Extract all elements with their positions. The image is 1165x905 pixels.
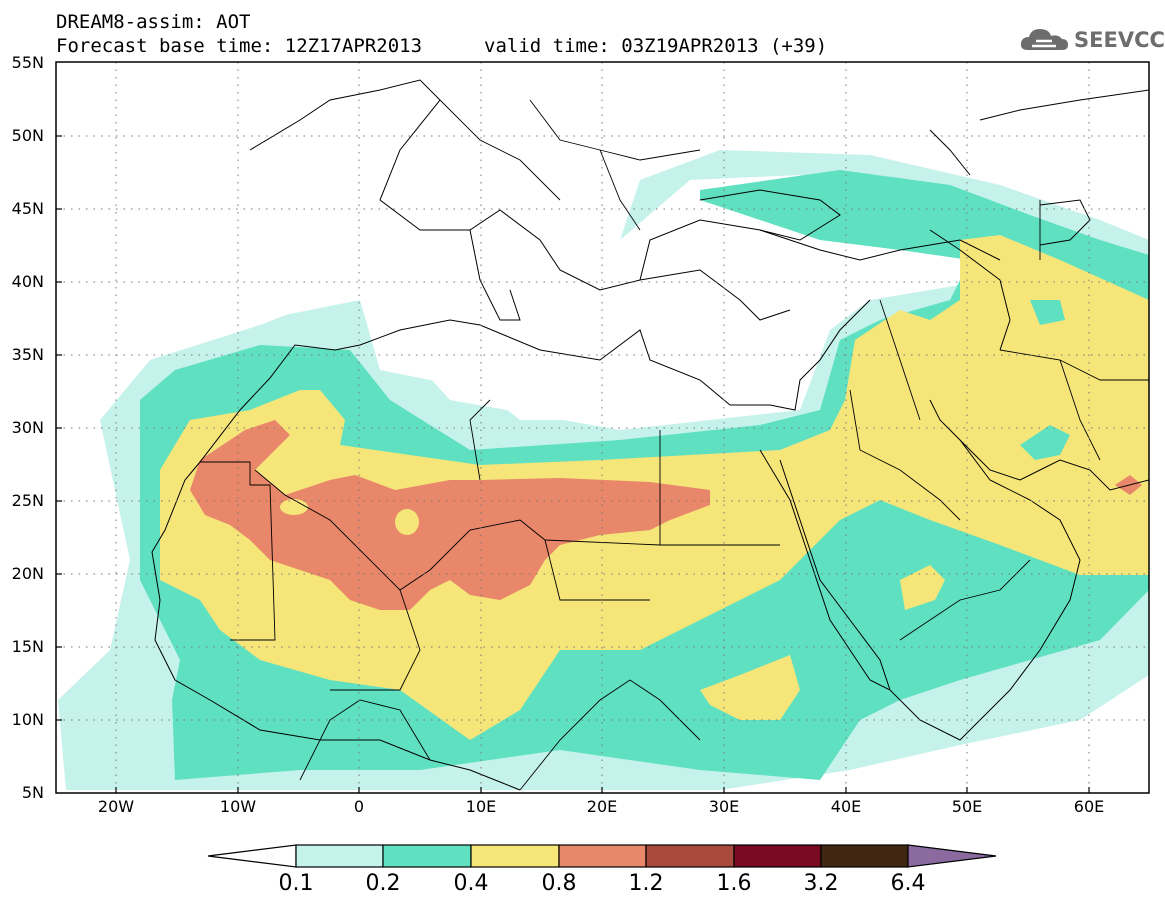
lon-label: 10W: [219, 797, 257, 816]
lat-label: 15N: [11, 637, 44, 656]
colorbar-label: 1.2: [628, 871, 664, 896]
cloud-icon: [1020, 29, 1068, 50]
lat-label: 20N: [11, 564, 44, 583]
base-time: Forecast base time: 12Z17APR2013: [56, 35, 423, 57]
lon-label: 20E: [586, 797, 618, 816]
forecast-time-line: Forecast base time: 12Z17APR2013 valid ti…: [56, 35, 827, 57]
lat-label: 30N: [11, 418, 44, 437]
aot-band-clear: [360, 250, 830, 420]
aot-band-0.2-inner: [1020, 300, 1070, 460]
lat-label: 55N: [11, 53, 44, 72]
coastlines: [151, 79, 1149, 791]
lat-label: 35N: [11, 345, 44, 364]
lon-label: 10E: [465, 797, 497, 816]
colorbar-over: [907, 844, 997, 868]
colorbar-label: 0.4: [453, 871, 489, 896]
colorbar-label: 0.1: [278, 871, 314, 896]
lat-label: 10N: [11, 710, 44, 729]
lat-label: 5N: [21, 783, 44, 802]
aot-contours: [56, 62, 1149, 793]
colorbar-segment-4: [558, 844, 647, 868]
colorbar-segment-7: [820, 844, 909, 868]
colorbar-segment-2: [382, 844, 472, 868]
lon-label: 40E: [830, 797, 862, 816]
colorbar-segment-3: [470, 844, 560, 868]
colorbar-under: [207, 844, 297, 868]
country-borders: [200, 99, 1149, 791]
valid-time: valid time: 03Z19APR2013 (+39): [484, 35, 828, 57]
axis-ticks: [56, 135, 1090, 793]
lon-label: 30E: [708, 797, 740, 816]
lon-label: 50E: [951, 797, 983, 816]
lat-label: 50N: [11, 126, 44, 145]
lat-label: 25N: [11, 491, 44, 510]
seevccc-logo: SEEVCCC: [1018, 24, 1165, 58]
colorbar-label: 6.4: [890, 871, 926, 896]
colorbar-label: 0.8: [541, 871, 577, 896]
colorbar-segment-6: [733, 844, 822, 868]
colorbar-label: 1.6: [716, 871, 752, 896]
colorbar-segment-5: [645, 844, 735, 868]
colorbar-label: 3.2: [803, 871, 839, 896]
map-title: DREAM8-assim: AOT: [56, 11, 251, 33]
lat-label: 45N: [11, 199, 44, 218]
colorbar: [207, 844, 997, 868]
aot-band-0.8: [190, 420, 1142, 610]
colorbar-segment-1: [295, 844, 384, 868]
lon-label: 0: [353, 797, 365, 816]
lon-label: 20W: [97, 797, 135, 816]
logo-text: SEEVCCC: [1074, 28, 1165, 52]
lon-label: 60E: [1073, 797, 1105, 816]
lat-label: 40N: [11, 272, 44, 291]
colorbar-label: 0.2: [365, 871, 401, 896]
